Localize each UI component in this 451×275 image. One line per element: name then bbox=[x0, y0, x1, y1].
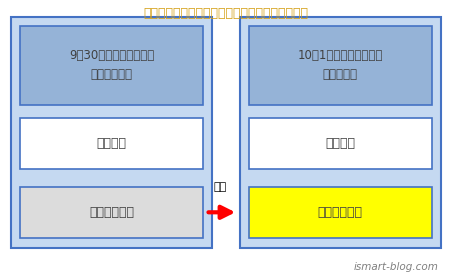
FancyBboxPatch shape bbox=[239, 16, 440, 248]
Text: 機構団信の現行制度と新制度の補償内容の変更点: 機構団信の現行制度と新制度の補償内容の変更点 bbox=[143, 7, 308, 20]
FancyBboxPatch shape bbox=[248, 187, 431, 238]
FancyBboxPatch shape bbox=[248, 26, 431, 105]
Text: 高度障害補償: 高度障害補償 bbox=[89, 206, 134, 219]
Text: 10月1日申込受付以降の
新機構団信: 10月1日申込受付以降の 新機構団信 bbox=[297, 49, 382, 81]
Text: 9月30日申込受付までの
現行機構団信: 9月30日申込受付までの 現行機構団信 bbox=[69, 49, 154, 81]
FancyBboxPatch shape bbox=[20, 26, 203, 105]
FancyBboxPatch shape bbox=[20, 187, 203, 238]
FancyBboxPatch shape bbox=[11, 16, 212, 248]
Text: 死亡保障: 死亡保障 bbox=[324, 137, 354, 150]
Text: 身体障害補償: 身体障害補償 bbox=[317, 206, 362, 219]
Text: 死亡保障: 死亡保障 bbox=[97, 137, 127, 150]
Text: 変更: 変更 bbox=[213, 182, 226, 192]
FancyBboxPatch shape bbox=[20, 118, 203, 169]
FancyBboxPatch shape bbox=[248, 118, 431, 169]
Text: ismart-blog.com: ismart-blog.com bbox=[353, 262, 437, 272]
